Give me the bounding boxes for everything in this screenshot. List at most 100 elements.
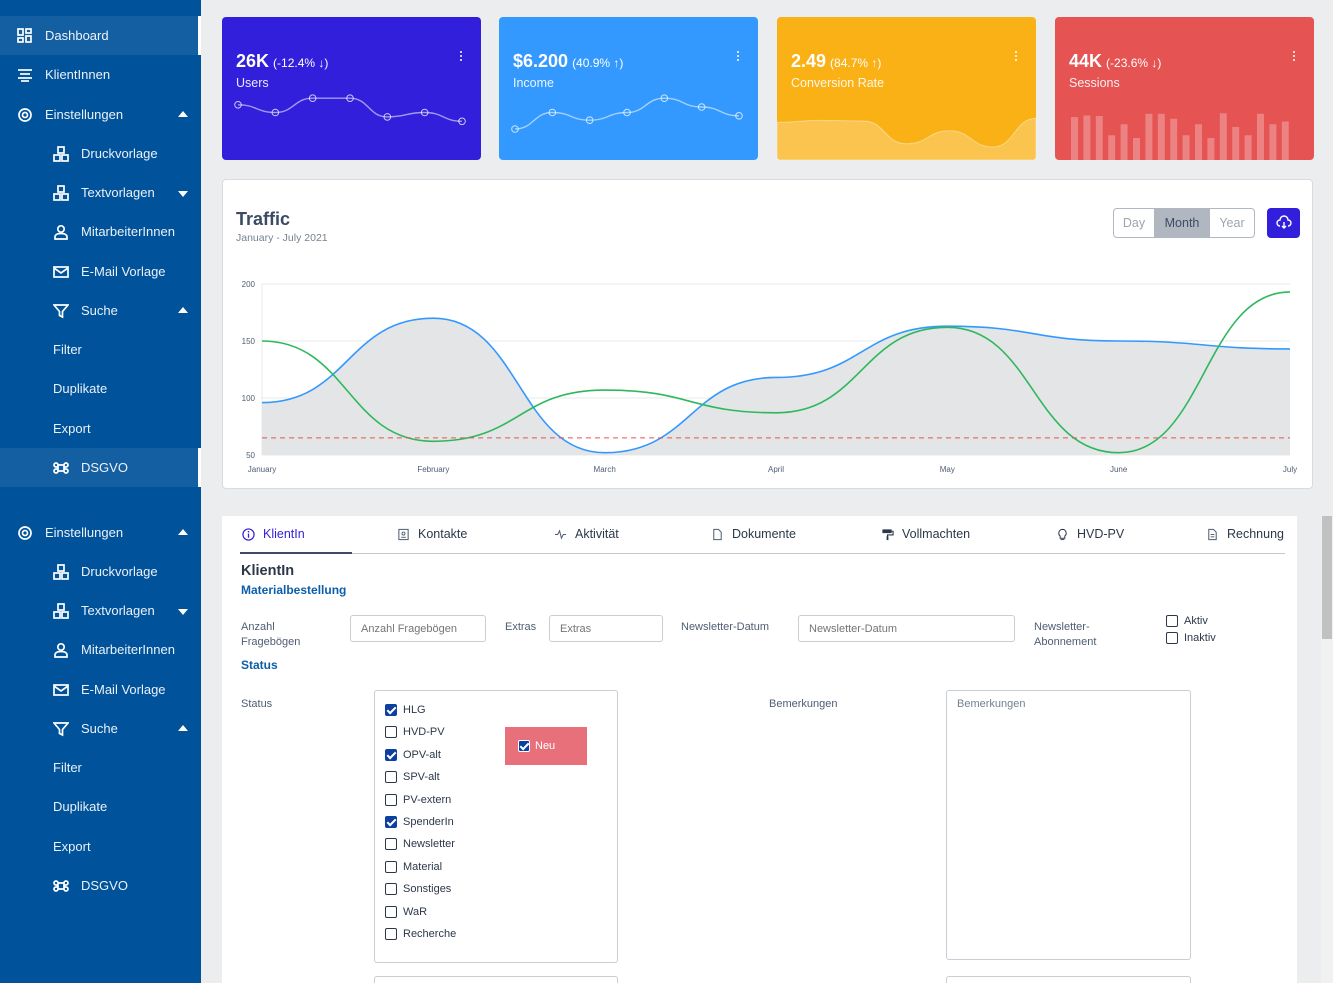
sidebar-item-druckvorlage-2[interactable]: Druckvorlage	[0, 552, 201, 591]
card-value: $6.200 (40.9% ↑)	[513, 51, 624, 71]
sidebar-item-suche-2[interactable]: Suche	[0, 709, 201, 748]
status-checkbox-spenderin[interactable]: SpenderIn	[385, 816, 454, 828]
range-year-button[interactable]: Year	[1219, 216, 1245, 230]
checkbox-box[interactable]	[385, 771, 397, 784]
chevron-down-icon	[178, 608, 188, 615]
scrollbar[interactable]	[1321, 516, 1333, 983]
sidebar-item-textvorlagen[interactable]: Textvorlagen	[0, 173, 201, 212]
sessions-card: 44K (-23.6% ↓) Sessions	[1055, 17, 1314, 160]
checkbox-box[interactable]	[385, 793, 397, 806]
checkbox-box[interactable]	[385, 748, 397, 761]
tab-vollmachten[interactable]: Vollmachten	[881, 527, 970, 541]
tab-aktivitaet[interactable]: Aktivität	[554, 527, 619, 541]
checkbox-box[interactable]	[385, 726, 397, 739]
tab-hvd-pv[interactable]: HVD-PV	[1056, 527, 1124, 541]
kebab-menu-icon[interactable]	[1292, 51, 1296, 63]
sidebar-item-mitarbeiter[interactable]: MitarbeiterInnen	[0, 212, 201, 251]
tab-rechnung[interactable]: Rechnung	[1206, 527, 1284, 541]
sidebar-item-export-2[interactable]: Export	[0, 827, 201, 866]
sidebar-item-label: Einstellungen	[45, 525, 124, 540]
sidebar-item-label: Duplikate	[53, 381, 108, 396]
status-checkbox-pv-extern[interactable]: PV-extern	[385, 793, 451, 806]
series-line-1	[261, 291, 1291, 454]
sidebar-item-mitarbeiter-2[interactable]: MitarbeiterInnen	[0, 630, 201, 669]
kebab-menu-icon[interactable]	[736, 51, 740, 63]
sidebar-item-textvorlagen-2[interactable]: Textvorlagen	[0, 591, 201, 630]
newsletter-datum-input[interactable]	[798, 615, 1015, 642]
second-textarea-partial[interactable]	[946, 976, 1191, 983]
checkbox-box[interactable]	[385, 838, 397, 851]
status-checkbox-hvd-pv[interactable]: HVD-PV	[385, 726, 445, 739]
cubes-icon	[52, 563, 70, 581]
checkbox-box[interactable]	[385, 883, 397, 896]
cloud-download-button[interactable]	[1267, 208, 1300, 238]
session-bar	[1281, 121, 1289, 160]
sidebar-item-suche[interactable]: Suche	[0, 291, 201, 330]
neu-badge-checkbox[interactable]: Neu	[505, 727, 587, 765]
status-checkbox-newsletter[interactable]: Newsletter	[385, 838, 455, 851]
extras-input[interactable]	[549, 615, 663, 642]
sidebar-item-email-2[interactable]: E-Mail Vorlage	[0, 670, 201, 709]
sidebar-item-duplikate-2[interactable]: Duplikate	[0, 787, 201, 826]
series-area-0	[262, 318, 1290, 455]
tab-klientin[interactable]: KlientIn	[242, 527, 305, 541]
bemerkungen-textarea[interactable]: Bemerkungen	[946, 690, 1191, 960]
sidebar-item-klienten[interactable]: KlientInnen	[0, 55, 201, 94]
status-select-partial[interactable]	[374, 976, 618, 983]
sidebar-item-dashboard[interactable]: Dashboard	[0, 16, 201, 55]
sidebar-item-einstellungen[interactable]: Einstellungen	[0, 95, 201, 134]
sidebar-item-filter[interactable]: Filter	[0, 330, 201, 369]
checkbox-box[interactable]	[385, 928, 397, 940]
materialbestellung-heading: Materialbestellung	[241, 583, 347, 597]
status-checkbox-war[interactable]: WaR	[385, 905, 427, 918]
kebab-menu-icon[interactable]	[1014, 51, 1018, 63]
session-bar	[1157, 113, 1165, 160]
active-tab-indicator	[240, 552, 352, 554]
tab-kontakte[interactable]: Kontakte	[397, 527, 467, 541]
status-checkbox-recherche[interactable]: Recherche	[385, 928, 456, 940]
status-checkbox-sonstiges[interactable]: Sonstiges	[385, 883, 451, 896]
range-day-button[interactable]: Day	[1122, 216, 1146, 230]
checkbox-box[interactable]	[385, 905, 397, 918]
status-heading: Status	[241, 658, 278, 672]
session-bar	[1170, 118, 1178, 160]
checkbox-box[interactable]	[385, 816, 397, 828]
status-checkbox-material[interactable]: Material	[385, 860, 442, 873]
sidebar-item-label: MitarbeiterInnen	[81, 224, 175, 239]
status-checkbox-spv-alt[interactable]: SPV-alt	[385, 771, 440, 784]
sidebar-item-label: MitarbeiterInnen	[81, 642, 175, 657]
sidebar-item-export[interactable]: Export	[0, 409, 201, 448]
session-bar	[1244, 135, 1252, 160]
area-fill	[777, 117, 1036, 160]
y-tick-label: 100	[242, 394, 256, 403]
sidebar: Dashboard KlientInnen Einstellungen Druc…	[0, 0, 201, 983]
sidebar-item-dsgvo-2[interactable]: DSGVO	[0, 866, 201, 905]
status-checkbox-group	[374, 690, 618, 963]
sidebar-item-dsgvo[interactable]: DSGVO	[0, 448, 201, 487]
abo-aktiv-checkbox[interactable]: Aktiv	[1166, 615, 1208, 627]
document-icon	[713, 528, 722, 540]
traffic-line-chart: 50 100 150 200 January February March April May J…	[242, 280, 1297, 474]
sidebar-item-druckvorlage[interactable]: Druckvorlage	[0, 134, 201, 173]
status-checkbox-opv-alt[interactable]: OPV-alt	[385, 748, 441, 761]
card-label: Users	[236, 76, 269, 90]
sidebar-item-duplikate[interactable]: Duplikate	[0, 369, 201, 408]
checkbox-label: OPV-alt	[403, 748, 441, 761]
status-label: Status	[241, 698, 273, 710]
filter-icon	[52, 302, 70, 320]
checkbox-box[interactable]	[385, 860, 397, 873]
scrollbar-thumb[interactable]	[1322, 516, 1332, 639]
checkbox-box[interactable]	[385, 704, 397, 716]
abo-inaktiv-checkbox[interactable]: Inaktiv	[1166, 632, 1216, 644]
sidebar-item-email[interactable]: E-Mail Vorlage	[0, 252, 201, 291]
kebab-menu-icon[interactable]	[459, 51, 463, 63]
range-month-button[interactable]: Month	[1154, 209, 1210, 237]
sidebar-item-einstellungen-2[interactable]: Einstellungen	[0, 513, 201, 552]
status-checkbox-hlg[interactable]: HLG	[385, 704, 426, 716]
chevron-up-icon	[178, 110, 188, 117]
tab-dokumente[interactable]: Dokumente	[711, 527, 796, 541]
sidebar-item-label: Textvorlagen	[81, 603, 155, 618]
anzahl-input[interactable]	[350, 615, 486, 642]
newsletter-datum-label: Newsletter-Datum	[681, 621, 770, 633]
sidebar-item-filter-2[interactable]: Filter	[0, 748, 201, 787]
